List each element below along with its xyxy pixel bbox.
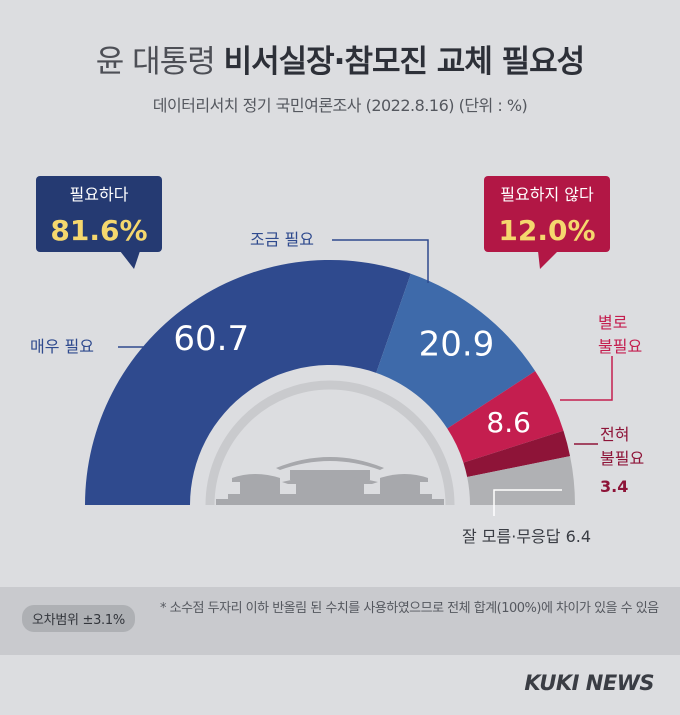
label-very-need: 매우 필요: [30, 337, 94, 356]
label-not-at-all-2: 불필요: [600, 449, 644, 468]
segment-very-need: [85, 259, 411, 505]
label-some-need: 조금 필요: [250, 230, 314, 249]
value-label-very-need: 60.7: [173, 319, 249, 359]
callout-not-need: 필요하지 않다 12.0%: [484, 176, 610, 269]
inner-ring: [205, 380, 455, 506]
label-not-much-2: 불필요: [598, 337, 642, 356]
value-labels: 60.7 20.9 8.6: [173, 319, 531, 439]
leader-dk: [493, 489, 562, 516]
building-illustration-icon: [216, 457, 444, 505]
donut-chart: 필요하다 81.6% 필요하지 않다 12.0% 매우 필요 조금 필요 별로 …: [30, 176, 644, 546]
callout-not-need-label: 필요하지 않다: [500, 185, 594, 204]
segment-not-at-all: [463, 430, 571, 478]
segment-some-need: [376, 273, 536, 429]
footer: 오차범위 ±3.1% * 소수점 두자리 이하 반올림 된 수치를 사용하였으므…: [0, 587, 680, 655]
leader-lines: [118, 239, 429, 348]
label-not-at-all-1: 전혀: [600, 425, 629, 444]
callout-not-need-value: 12.0%: [498, 214, 595, 247]
value-label-some-need: 20.9: [419, 325, 495, 365]
callout-need-label: 필요하다: [70, 185, 129, 204]
chart-title: 윤 대통령 비서실장·참모진 교체 필요성: [95, 44, 585, 80]
margin-of-error-badge: 오차범위 ±3.1%: [22, 605, 135, 632]
label-dont-know: 잘 모름·무응답 6.4: [462, 527, 591, 546]
leader-not-much: [560, 356, 613, 401]
leader-some: [332, 239, 429, 283]
label-not-at-all-value: 3.4: [600, 477, 628, 496]
value-label-not-much: 8.6: [486, 406, 531, 439]
callout-need-value: 81.6%: [50, 214, 147, 247]
footnote: * 소수점 두자리 이하 반올림 된 수치를 사용하였으므로 전체 합계(100…: [160, 601, 659, 616]
chart-subtitle: 데이터리서치 정기 국민여론조사 (2022.8.16) (단위 : %): [152, 96, 528, 115]
label-not-much-1: 별로: [598, 313, 627, 332]
segment-not-much: [447, 371, 564, 463]
callout-need: 필요하다 81.6%: [36, 176, 162, 269]
kuki-news-logo: KUKI NEWS: [524, 671, 654, 695]
leader-lines-neg: [560, 356, 613, 445]
